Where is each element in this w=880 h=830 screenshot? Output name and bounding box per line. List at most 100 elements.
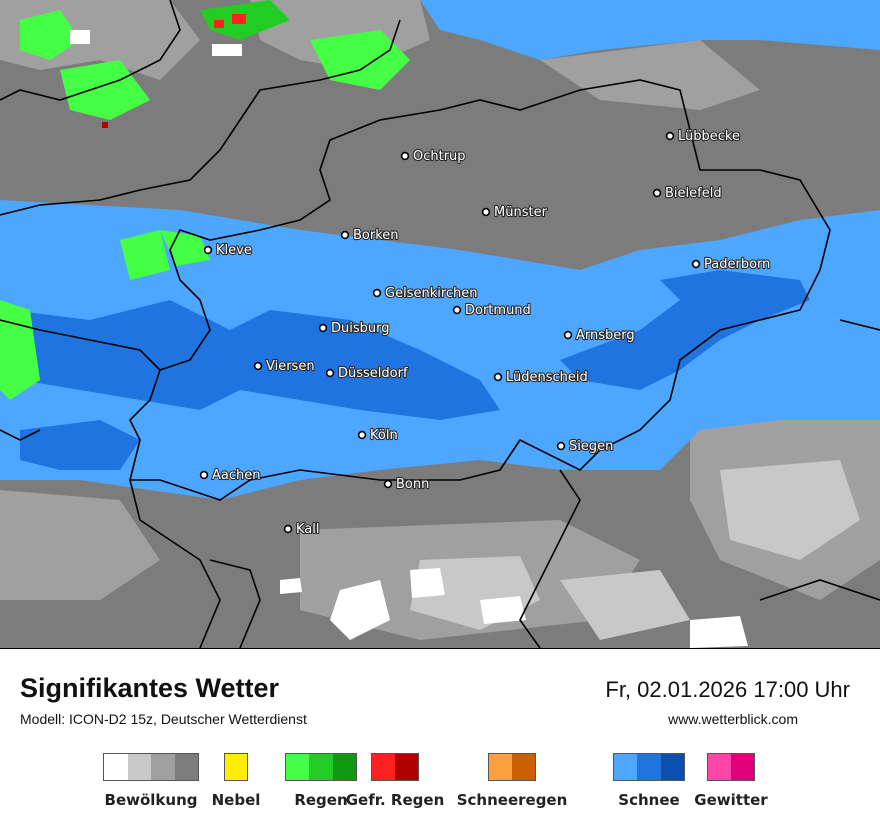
- city-label: Bielefeld: [665, 186, 722, 201]
- legend-item: Gewitter: [694, 753, 768, 810]
- city-marker: Paderborn: [691, 256, 771, 273]
- city-label: Arnsberg: [576, 328, 635, 343]
- city-marker: Duisburg: [318, 320, 391, 337]
- city-dot: [325, 368, 335, 378]
- city-dot: [665, 131, 675, 141]
- legend-swatch: [731, 754, 754, 780]
- legend-swatch: [104, 754, 128, 780]
- legend-swatches: [488, 753, 536, 781]
- city-label: Paderborn: [704, 257, 770, 272]
- city-marker: Viersen: [253, 358, 316, 375]
- legend-swatches: [613, 753, 685, 781]
- city-marker: Köln: [357, 427, 399, 444]
- legend: Bewölkung Nebel Regen Gefr. Regen Schneerege…: [0, 753, 880, 823]
- city-dot: [691, 259, 701, 269]
- legend-swatches: [707, 753, 755, 781]
- weather-layer: [0, 0, 880, 648]
- legend-swatch: [660, 754, 684, 780]
- city-dot: [493, 372, 503, 382]
- city-dot: [199, 470, 209, 480]
- legend-swatch: [489, 754, 512, 780]
- legend-item: Nebel: [212, 753, 260, 810]
- city-label: Siegen: [569, 439, 613, 454]
- city-dot: [253, 361, 263, 371]
- legend-label: Regen: [294, 791, 348, 809]
- weather-map: Lübbecke Ochtrup Bielefeld Münster Borken Kle…: [0, 0, 880, 648]
- city-marker: Aachen: [199, 467, 262, 484]
- city-dot: [283, 524, 293, 534]
- legend-item: Gefr. Regen: [346, 753, 444, 810]
- city-marker: Siegen: [556, 438, 614, 455]
- city-marker: Kall: [283, 521, 321, 538]
- legend-item: Bewölkung: [103, 753, 199, 810]
- legend-swatch: [286, 754, 310, 780]
- city-marker: Bonn: [383, 476, 430, 493]
- city-dot: [400, 151, 410, 161]
- website-link[interactable]: www.wetterblick.com: [668, 711, 798, 727]
- city-marker: Gelsenkirchen: [372, 285, 479, 302]
- city-marker: Dortmund: [452, 302, 532, 319]
- city-label: Kall: [296, 522, 320, 537]
- forecast-datetime: Fr, 02.01.2026 17:00 Uhr: [605, 677, 850, 702]
- city-label: Köln: [370, 428, 398, 443]
- map-canvas: Lübbecke Ochtrup Bielefeld Münster Borken Kle…: [0, 0, 880, 648]
- city-markers: Lübbecke Ochtrup Bielefeld Münster Borken Kle…: [199, 128, 771, 538]
- city-label: Aachen: [212, 468, 260, 483]
- city-label: Viersen: [266, 359, 315, 374]
- city-marker: Düsseldorf: [325, 365, 409, 382]
- legend-swatch: [614, 754, 638, 780]
- legend-swatches: [103, 753, 199, 781]
- city-label: Borken: [353, 228, 399, 243]
- legend-item: Schneeregen: [457, 753, 567, 810]
- legend-swatch: [151, 754, 175, 780]
- city-dot: [383, 479, 393, 489]
- city-dot: [563, 330, 573, 340]
- city-label: Dortmund: [465, 303, 531, 318]
- legend-swatches: [285, 753, 357, 781]
- legend-label: Bewölkung: [104, 791, 198, 809]
- city-dot: [203, 245, 213, 255]
- city-marker: Ochtrup: [400, 148, 467, 165]
- city-label: Düsseldorf: [338, 366, 408, 381]
- legend-item: Schnee: [613, 753, 685, 810]
- city-label: Bonn: [396, 477, 429, 492]
- legend-swatch: [637, 754, 661, 780]
- legend-swatch: [127, 754, 151, 780]
- model-source: Modell: ICON-D2 15z, Deutscher Wetterdie…: [20, 711, 307, 727]
- legend-swatch: [372, 754, 395, 780]
- legend-swatch: [512, 754, 535, 780]
- legend-swatches: [224, 753, 248, 781]
- city-dot: [340, 230, 350, 240]
- border-lines: [0, 0, 880, 648]
- city-marker: Münster: [481, 204, 549, 221]
- legend-swatch: [395, 754, 418, 780]
- city-dot: [652, 188, 662, 198]
- city-dot: [556, 441, 566, 451]
- city-label: Münster: [494, 205, 548, 220]
- city-label: Lüdenscheid: [506, 370, 588, 385]
- city-label: Lübbecke: [678, 129, 740, 144]
- legend-label: Gewitter: [694, 791, 768, 809]
- city-label: Duisburg: [331, 321, 390, 336]
- legend-swatch: [309, 754, 333, 780]
- legend-swatch: [174, 754, 198, 780]
- legend-item: Regen: [285, 753, 357, 810]
- city-dot: [481, 207, 491, 217]
- city-dot: [452, 305, 462, 315]
- legend-label: Gefr. Regen: [345, 791, 445, 809]
- city-label: Gelsenkirchen: [385, 286, 478, 301]
- legend-swatch: [225, 754, 247, 780]
- city-dot: [357, 430, 367, 440]
- city-marker: Kleve: [203, 242, 253, 259]
- city-marker: Lübbecke: [665, 128, 741, 145]
- city-marker: Arnsberg: [563, 327, 636, 344]
- city-label: Ochtrup: [413, 149, 466, 164]
- legend-label: Nebel: [211, 791, 261, 809]
- legend-swatch: [708, 754, 731, 780]
- city-marker: Lüdenscheid: [493, 369, 589, 386]
- city-label: Kleve: [216, 243, 252, 258]
- city-marker: Borken: [340, 227, 400, 244]
- city-dot: [318, 323, 328, 333]
- city-marker: Bielefeld: [652, 185, 723, 202]
- legend-label: Schnee: [618, 791, 680, 809]
